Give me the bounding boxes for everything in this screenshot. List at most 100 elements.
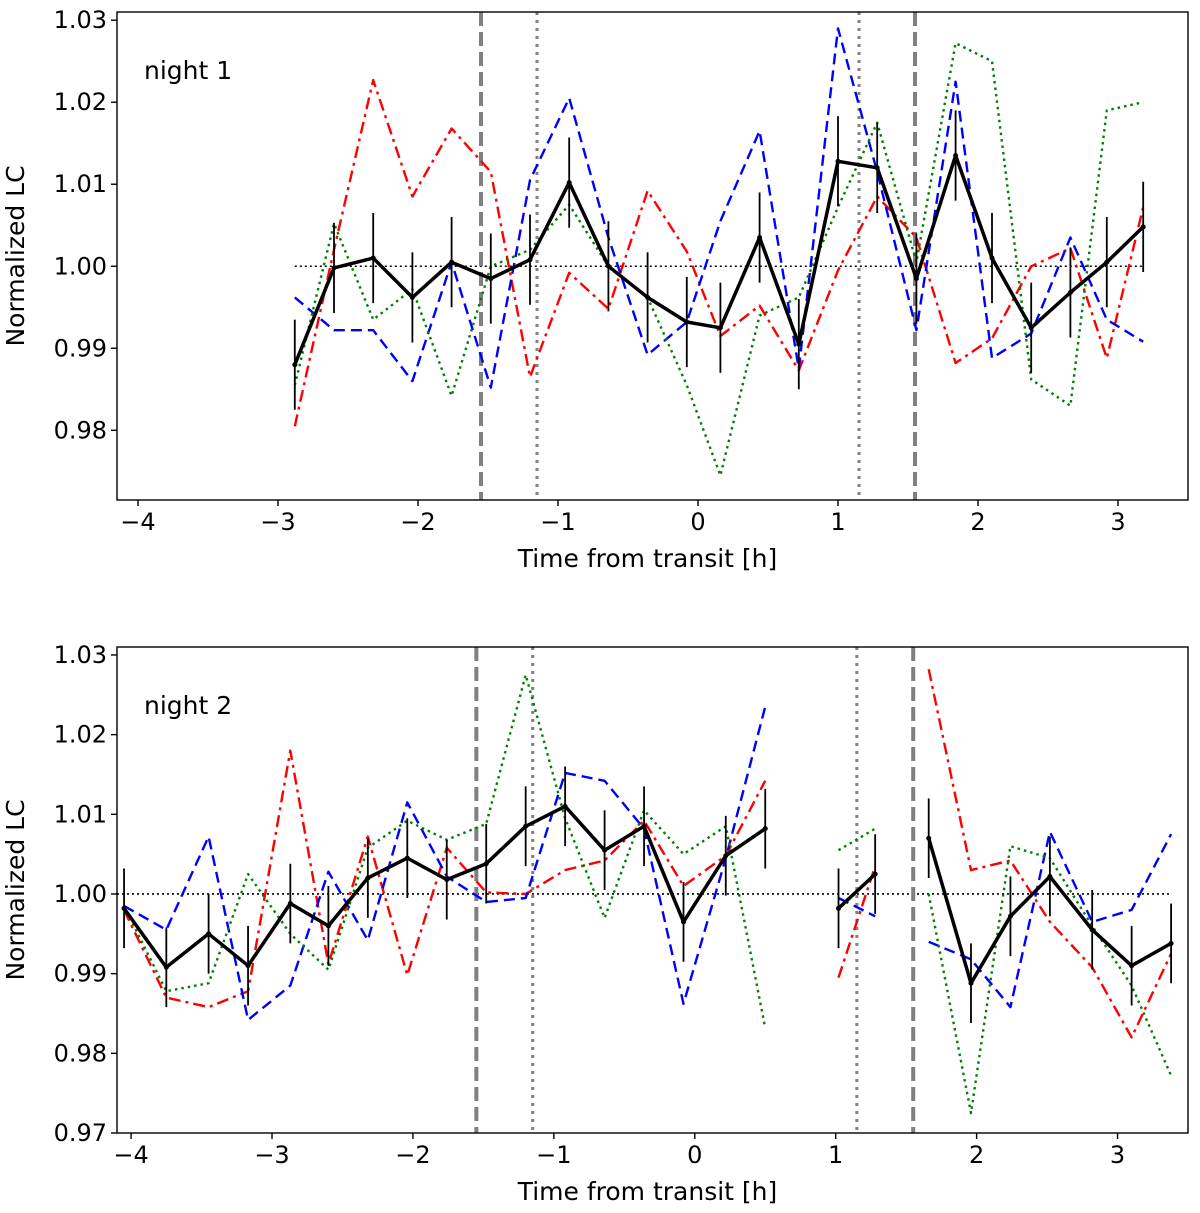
data-point: [206, 931, 212, 937]
series-red-line-2: [927, 669, 1173, 1039]
x-tick-label: 3: [1110, 1141, 1125, 1169]
data-point: [641, 823, 647, 829]
panel-night-2: −4 −3 −2 −1 0 1 2 3 0.97 0.98 0.99 1.00 1.01 1.02 1.03…: [1, 641, 1189, 1206]
data-point: [762, 826, 768, 832]
series-mean-line-0: [293, 153, 1145, 366]
data-point: [287, 901, 293, 907]
data-point: [331, 265, 337, 271]
data-point: [723, 853, 729, 859]
y-tick-label: 0.98: [54, 1039, 107, 1067]
y-tick-label: 0.99: [54, 960, 107, 988]
data-point: [365, 875, 371, 881]
data-point: [245, 963, 251, 969]
data-point: [566, 180, 572, 186]
data-point: [757, 235, 763, 241]
y-tick-label: 1.00: [54, 880, 107, 908]
series-green-line-0: [122, 673, 767, 1029]
data-point: [370, 255, 376, 261]
data-point: [1104, 259, 1110, 265]
data-point: [953, 153, 959, 159]
x-tick-label: −2: [400, 508, 435, 536]
data-point: [717, 325, 723, 331]
data-point: [874, 165, 880, 171]
panel-night-1: −4 −3 −2 −1 0 1 2 3 0.98 0.99 1.00 1.01 1.02 1.03 Time…: [1, 6, 1189, 573]
data-point: [1047, 873, 1053, 879]
series-green-line-1: [837, 827, 876, 852]
data-point: [1129, 963, 1135, 969]
data-point: [913, 276, 919, 282]
data-point: [796, 341, 802, 347]
x-tick-label: −3: [254, 1141, 289, 1169]
data-point: [121, 905, 127, 911]
y-tick-label: 1.00: [54, 252, 107, 280]
x-tick-label: 0: [687, 1141, 702, 1169]
series-green-line-0: [293, 42, 1144, 477]
series-red-line-0: [293, 78, 1145, 427]
y-tick-label: 1.01: [54, 800, 107, 828]
y-tick-label: 0.99: [54, 334, 107, 362]
x-tick-label: 2: [970, 508, 985, 536]
axes-frame: [116, 11, 1189, 501]
x-tick-label: −4: [120, 508, 155, 536]
data-point: [325, 923, 331, 929]
x-tick-label: −3: [260, 508, 295, 536]
y-tick-label: 1.02: [54, 721, 107, 749]
plot-area: [117, 647, 1174, 1133]
x-tick-label: −1: [540, 508, 575, 536]
x-tick-label: −2: [395, 1141, 430, 1169]
data-point: [404, 855, 410, 861]
data-point: [872, 871, 878, 877]
data-point: [1168, 940, 1174, 946]
series-mean-line-0: [122, 804, 767, 970]
panel-annotation: night 2: [144, 691, 232, 720]
data-point: [562, 803, 568, 809]
data-point: [605, 263, 611, 269]
data-point: [483, 861, 489, 867]
data-point: [1140, 224, 1146, 230]
series-blue-line-0: [294, 27, 1144, 389]
y-tick-label: 1.01: [54, 170, 107, 198]
data-point: [835, 158, 841, 164]
y-tick-label: 1.02: [54, 88, 107, 116]
data-point: [989, 255, 995, 261]
y-tick-label: 1.03: [54, 6, 107, 34]
data-point: [1067, 289, 1073, 295]
data-point: [292, 362, 298, 368]
data-point: [527, 257, 533, 263]
x-tick-label: 1: [830, 508, 845, 536]
panel-annotation: night 1: [144, 56, 232, 85]
data-point: [836, 905, 842, 911]
data-point: [523, 823, 529, 829]
data-point: [645, 294, 651, 300]
x-axis-label: Time from transit [h]: [517, 1177, 778, 1206]
series-blue-line-2: [928, 830, 1173, 1009]
series-red-line-1: [837, 865, 877, 978]
data-point: [449, 259, 455, 265]
y-axis-label: Normalized LC: [1, 799, 30, 980]
data-point: [968, 980, 974, 986]
y-tick-label: 0.98: [54, 416, 107, 444]
axes-frame: [116, 646, 1189, 1134]
data-point: [1089, 927, 1095, 933]
plot-area: [292, 12, 1146, 500]
y-tick-label: 0.97: [54, 1119, 107, 1147]
series-blue-line-0: [123, 706, 767, 1022]
x-tick-label: 2: [969, 1141, 984, 1169]
data-point: [926, 835, 932, 841]
data-point: [488, 276, 494, 282]
y-tick-label: 1.03: [54, 641, 107, 669]
data-point: [1007, 913, 1013, 919]
series-mean-line-1: [837, 872, 877, 910]
data-point: [1028, 325, 1034, 331]
x-tick-label: 1: [828, 1141, 843, 1169]
x-axis-label: Time from transit [h]: [517, 544, 778, 573]
data-point: [684, 319, 690, 325]
x-tick-label: −1: [536, 1141, 571, 1169]
data-point: [409, 294, 415, 300]
x-tick-label: 0: [690, 508, 705, 536]
data-point: [602, 847, 608, 853]
data-point: [444, 877, 450, 883]
y-axis-label: Normalized LC: [1, 165, 30, 346]
x-tick-label: 3: [1110, 508, 1125, 536]
